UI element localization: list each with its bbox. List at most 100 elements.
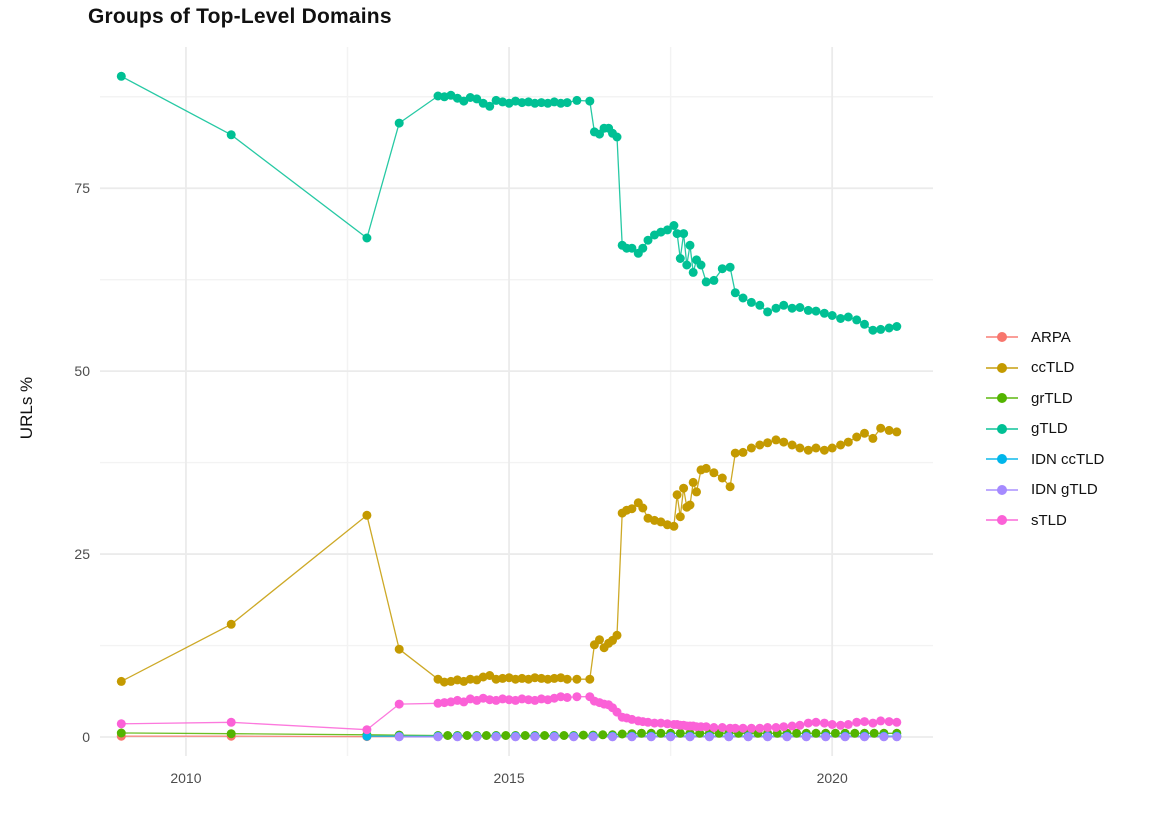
data-point — [811, 717, 821, 727]
data-point — [511, 732, 520, 742]
data-point — [562, 674, 572, 684]
data-point — [836, 720, 846, 730]
data-point — [879, 732, 889, 742]
data-point — [701, 277, 711, 287]
data-point — [743, 732, 753, 742]
data-point — [643, 235, 653, 245]
data-point — [892, 717, 902, 727]
y-axis-label: URLs % — [17, 376, 36, 440]
data-point — [827, 720, 837, 729]
data-point — [819, 308, 829, 318]
data-point — [725, 262, 735, 272]
data-point — [675, 512, 685, 522]
data-point — [717, 723, 727, 732]
data-point — [868, 718, 878, 728]
legend-item-label: IDN gTLD — [1031, 481, 1098, 499]
data-point — [852, 432, 862, 442]
data-point — [840, 732, 850, 742]
data-point — [779, 437, 789, 447]
data-point — [868, 433, 878, 443]
data-point — [646, 732, 656, 742]
data-point — [821, 732, 831, 742]
series-line-grtld — [121, 732, 897, 737]
y-tick-label: 0 — [82, 729, 90, 745]
data-point — [779, 300, 789, 310]
legend-item-arpa: ARPA — [985, 322, 1104, 353]
data-point — [730, 448, 740, 458]
data-point — [116, 676, 126, 686]
data-point — [530, 673, 540, 683]
data-point — [819, 445, 829, 455]
data-point — [672, 490, 682, 500]
data-point — [730, 288, 740, 298]
data-point — [656, 728, 666, 738]
data-point — [746, 723, 756, 733]
data-point — [876, 423, 886, 433]
data-point — [672, 229, 682, 239]
data-point — [662, 719, 672, 729]
legend-marker-icon — [986, 362, 1018, 373]
y-tick-label: 25 — [74, 546, 90, 562]
data-point — [688, 267, 698, 277]
data-point — [572, 674, 582, 684]
data-point — [637, 728, 646, 738]
legend-item-idn-gtld: IDN gTLD — [985, 475, 1104, 506]
data-point — [362, 725, 372, 735]
data-point — [472, 732, 482, 742]
legend-item-stld: sTLD — [985, 505, 1104, 536]
data-point — [860, 428, 869, 438]
data-point — [638, 243, 648, 253]
series-points-idn-gtld — [394, 732, 902, 742]
legend-marker-icon — [986, 515, 1018, 526]
data-point — [595, 635, 604, 645]
data-point — [836, 440, 846, 450]
legend-item-idn-cctld: IDN ccTLD — [985, 444, 1104, 475]
data-point — [675, 254, 685, 263]
legend-marker-icon — [986, 454, 1018, 465]
series-points-cctld — [116, 423, 902, 687]
data-point — [717, 473, 727, 483]
legend-item-label: sTLD — [1031, 511, 1067, 529]
data-point — [763, 307, 773, 317]
data-point — [491, 732, 501, 742]
data-point — [869, 728, 879, 738]
data-point — [585, 96, 595, 106]
data-point — [627, 504, 637, 514]
y-tick-label: 75 — [74, 180, 90, 196]
data-point — [362, 510, 372, 520]
data-point — [738, 447, 748, 457]
data-point — [116, 728, 126, 738]
data-point — [868, 325, 878, 335]
legend-item-grtld: grTLD — [985, 383, 1104, 414]
data-point — [771, 435, 781, 445]
data-point — [803, 305, 813, 315]
data-point — [795, 303, 805, 312]
data-point — [588, 732, 598, 742]
data-point — [852, 315, 862, 325]
legend-marker-icon — [986, 332, 1018, 343]
data-point — [717, 264, 727, 274]
legend-marker-icon — [986, 423, 1018, 434]
data-point — [472, 94, 482, 104]
data-point — [709, 723, 719, 732]
data-point — [465, 674, 475, 684]
data-point — [696, 260, 706, 270]
data-point — [763, 723, 773, 732]
data-point — [884, 323, 894, 333]
data-point — [394, 118, 404, 128]
data-point — [843, 312, 853, 322]
data-point — [763, 438, 773, 448]
x-tick-label: 2015 — [493, 770, 524, 786]
data-point — [787, 440, 797, 450]
data-point — [771, 303, 781, 313]
data-point — [746, 297, 756, 307]
data-point — [811, 306, 821, 316]
data-point — [549, 673, 559, 683]
data-point — [226, 130, 236, 140]
data-point — [803, 445, 813, 455]
legend-marker-icon — [986, 393, 1018, 404]
data-point — [884, 717, 894, 727]
data-point — [836, 314, 846, 323]
data-point — [725, 482, 735, 492]
data-point — [666, 732, 676, 742]
